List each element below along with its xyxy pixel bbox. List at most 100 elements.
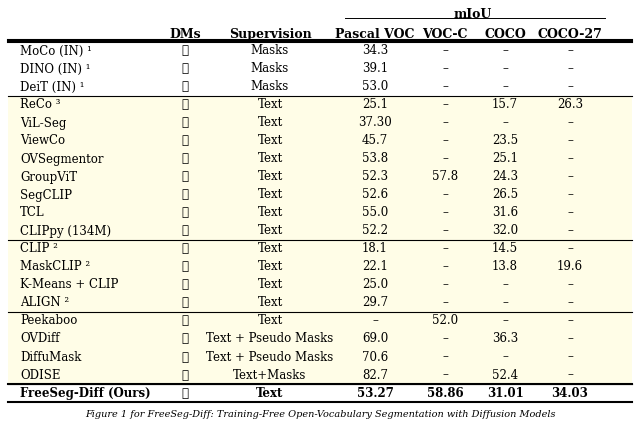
Text: ✓: ✓ (182, 369, 189, 381)
Text: VOC-C: VOC-C (422, 28, 468, 41)
Text: 26.3: 26.3 (557, 99, 583, 111)
Text: 15.7: 15.7 (492, 99, 518, 111)
Text: –: – (567, 63, 573, 75)
Text: ViewCo: ViewCo (20, 135, 65, 147)
Text: –: – (567, 225, 573, 238)
Bar (8, 384, 632, 402)
Text: ✗: ✗ (182, 225, 189, 238)
Text: –: – (567, 278, 573, 292)
Text: Text: Text (257, 206, 283, 219)
Text: ✗: ✗ (182, 152, 189, 166)
Text: ✗: ✗ (182, 206, 189, 219)
Text: 24.3: 24.3 (492, 170, 518, 183)
Text: Text: Text (257, 135, 283, 147)
Text: –: – (567, 333, 573, 345)
Text: MaskCLIP ²: MaskCLIP ² (20, 261, 90, 274)
Text: –: – (442, 189, 448, 202)
Text: ✗: ✗ (182, 63, 189, 75)
Text: Masks: Masks (251, 80, 289, 94)
Text: Text + Pseudo Masks: Text + Pseudo Masks (206, 350, 333, 364)
Text: –: – (567, 135, 573, 147)
Text: 82.7: 82.7 (362, 369, 388, 381)
Text: 57.8: 57.8 (432, 170, 458, 183)
Text: ViL-Seg: ViL-Seg (20, 116, 67, 130)
Text: Text: Text (257, 297, 283, 309)
Text: –: – (502, 116, 508, 130)
Text: 52.3: 52.3 (362, 170, 388, 183)
Text: OVDiff: OVDiff (20, 333, 60, 345)
Text: –: – (442, 99, 448, 111)
Text: –: – (502, 80, 508, 94)
Text: Text: Text (257, 261, 283, 274)
Text: –: – (442, 206, 448, 219)
Bar (8, 240, 632, 312)
Text: Masks: Masks (251, 63, 289, 75)
Text: Text: Text (257, 116, 283, 130)
Text: 53.0: 53.0 (362, 80, 388, 94)
Text: ✗: ✗ (182, 170, 189, 183)
Text: 55.0: 55.0 (362, 206, 388, 219)
Text: –: – (567, 116, 573, 130)
Text: 23.5: 23.5 (492, 135, 518, 147)
Text: 53.8: 53.8 (362, 152, 388, 166)
Text: DeiT (IN) ¹: DeiT (IN) ¹ (20, 80, 84, 94)
Text: Text: Text (257, 242, 283, 255)
Text: DiffuMask: DiffuMask (20, 350, 81, 364)
Text: –: – (442, 63, 448, 75)
Text: Text: Text (257, 278, 283, 292)
Text: ✗: ✗ (182, 297, 189, 309)
Text: –: – (567, 314, 573, 328)
Text: GroupViT: GroupViT (20, 170, 77, 183)
Text: –: – (502, 314, 508, 328)
Text: Text: Text (256, 386, 284, 400)
Text: ✓: ✓ (182, 333, 189, 345)
Text: 22.1: 22.1 (362, 261, 388, 274)
Text: –: – (372, 314, 378, 328)
Text: COCO: COCO (484, 28, 526, 41)
Text: Text: Text (257, 225, 283, 238)
Text: 32.0: 32.0 (492, 225, 518, 238)
Text: –: – (442, 135, 448, 147)
Text: –: – (442, 350, 448, 364)
Text: –: – (442, 80, 448, 94)
Text: 58.86: 58.86 (427, 386, 463, 400)
Text: 25.0: 25.0 (362, 278, 388, 292)
Text: 26.5: 26.5 (492, 189, 518, 202)
Text: –: – (502, 297, 508, 309)
Text: ✗: ✗ (182, 44, 189, 58)
Text: 31.01: 31.01 (486, 386, 524, 400)
Text: 70.6: 70.6 (362, 350, 388, 364)
Text: 29.7: 29.7 (362, 297, 388, 309)
Text: –: – (567, 152, 573, 166)
Text: –: – (567, 350, 573, 364)
Text: OVSegmentor: OVSegmentor (20, 152, 104, 166)
Text: –: – (567, 170, 573, 183)
Text: Pascal VOC: Pascal VOC (335, 28, 415, 41)
Text: 36.3: 36.3 (492, 333, 518, 345)
Text: 18.1: 18.1 (362, 242, 388, 255)
Text: TCL: TCL (20, 206, 45, 219)
Text: COCO-27: COCO-27 (538, 28, 602, 41)
Text: –: – (442, 242, 448, 255)
Text: 52.4: 52.4 (492, 369, 518, 381)
Text: Text + Pseudo Masks: Text + Pseudo Masks (206, 333, 333, 345)
Text: –: – (567, 297, 573, 309)
Text: –: – (442, 278, 448, 292)
Bar (8, 312, 632, 384)
Text: –: – (567, 206, 573, 219)
Text: –: – (502, 63, 508, 75)
Text: –: – (502, 44, 508, 58)
Text: 25.1: 25.1 (362, 99, 388, 111)
Text: –: – (442, 225, 448, 238)
Text: ALIGN ²: ALIGN ² (20, 297, 69, 309)
Text: –: – (567, 44, 573, 58)
Text: 13.8: 13.8 (492, 261, 518, 274)
Text: Text: Text (257, 99, 283, 111)
Text: ✗: ✗ (182, 116, 189, 130)
Text: ODISE: ODISE (20, 369, 61, 381)
Text: ✗: ✗ (182, 80, 189, 94)
Text: –: – (442, 152, 448, 166)
Text: ✗: ✗ (182, 261, 189, 274)
Text: K-Means + CLIP: K-Means + CLIP (20, 278, 118, 292)
Text: ✓: ✓ (182, 314, 189, 328)
